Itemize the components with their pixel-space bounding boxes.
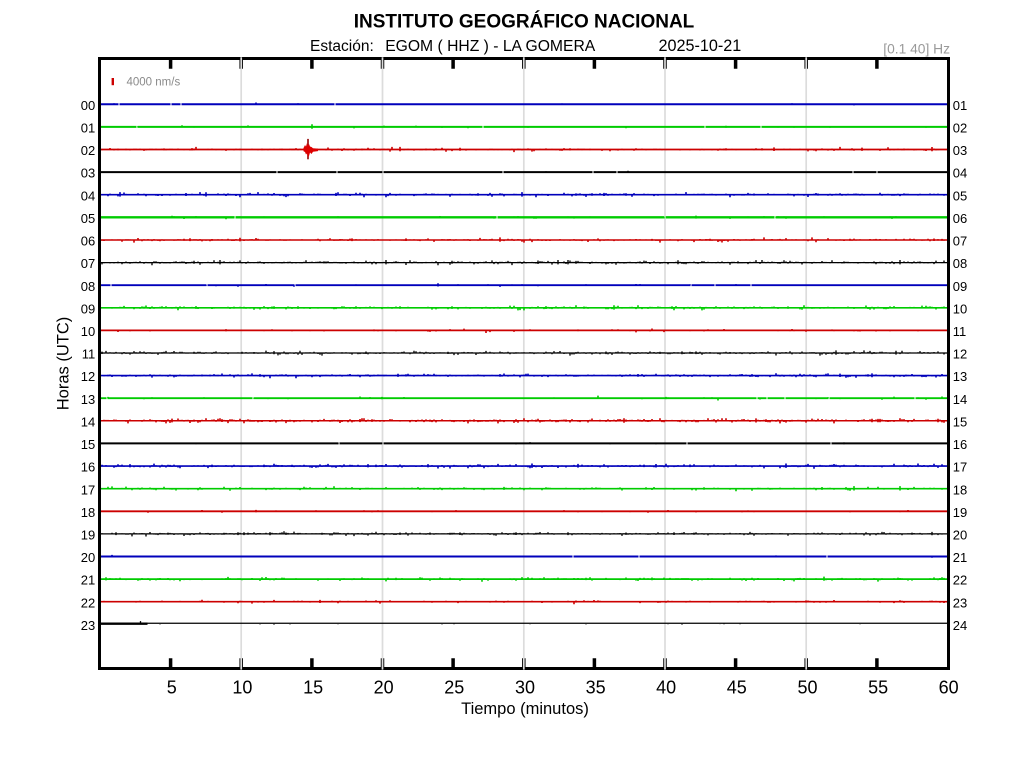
svg-text:06: 06 bbox=[953, 211, 967, 226]
svg-text:21: 21 bbox=[953, 550, 967, 565]
svg-text:17: 17 bbox=[81, 482, 95, 497]
svg-text:25: 25 bbox=[444, 678, 464, 698]
svg-text:01: 01 bbox=[953, 98, 967, 113]
svg-text:18: 18 bbox=[953, 482, 967, 497]
svg-text:08: 08 bbox=[81, 279, 95, 294]
svg-text:10: 10 bbox=[81, 324, 95, 339]
svg-text:05: 05 bbox=[81, 211, 95, 226]
svg-text:13: 13 bbox=[81, 392, 95, 407]
svg-text:09: 09 bbox=[81, 301, 95, 316]
svg-text:55: 55 bbox=[868, 678, 888, 698]
svg-text:4000 nm/s: 4000 nm/s bbox=[127, 77, 181, 89]
svg-text:19: 19 bbox=[81, 528, 95, 543]
svg-text:23: 23 bbox=[953, 595, 967, 610]
svg-text:02: 02 bbox=[953, 121, 967, 136]
svg-text:60: 60 bbox=[939, 678, 959, 698]
svg-text:04: 04 bbox=[81, 188, 95, 203]
svg-text:08: 08 bbox=[953, 256, 967, 271]
svg-text:23: 23 bbox=[81, 618, 95, 633]
svg-text:18: 18 bbox=[81, 505, 95, 520]
svg-text:24: 24 bbox=[953, 618, 967, 633]
svg-text:03: 03 bbox=[81, 166, 95, 181]
svg-text:07: 07 bbox=[953, 234, 967, 249]
svg-text:14: 14 bbox=[953, 392, 967, 407]
svg-text:Horas (UTC): Horas (UTC) bbox=[54, 317, 72, 411]
svg-text:07: 07 bbox=[81, 256, 95, 271]
svg-text:20: 20 bbox=[374, 678, 394, 698]
svg-text:30: 30 bbox=[515, 678, 535, 698]
svg-text:14: 14 bbox=[81, 414, 95, 429]
svg-text:21: 21 bbox=[81, 573, 95, 588]
svg-text:15: 15 bbox=[81, 437, 95, 452]
svg-text:40: 40 bbox=[656, 678, 676, 698]
svg-text:45: 45 bbox=[727, 678, 747, 698]
svg-text:13: 13 bbox=[953, 369, 967, 384]
svg-text:INSTITUTO GEOGRÁFICO NACIONAL: INSTITUTO GEOGRÁFICO NACIONAL bbox=[354, 10, 695, 32]
svg-text:22: 22 bbox=[81, 595, 95, 610]
svg-text:20: 20 bbox=[81, 550, 95, 565]
svg-text:2025-10-21: 2025-10-21 bbox=[659, 37, 742, 55]
svg-text:09: 09 bbox=[953, 279, 967, 294]
svg-text:15: 15 bbox=[953, 414, 967, 429]
svg-text:5: 5 bbox=[167, 678, 177, 698]
svg-text:01: 01 bbox=[81, 121, 95, 136]
svg-text:50: 50 bbox=[797, 678, 817, 698]
svg-text:20: 20 bbox=[953, 528, 967, 543]
svg-text:35: 35 bbox=[586, 678, 606, 698]
svg-text:Estación:: Estación: bbox=[310, 38, 374, 55]
svg-text:11: 11 bbox=[82, 347, 96, 362]
svg-text:02: 02 bbox=[81, 143, 95, 158]
svg-text:EGOM ( HHZ ) - LA GOMERA: EGOM ( HHZ ) - LA GOMERA bbox=[385, 38, 596, 55]
svg-text:16: 16 bbox=[81, 460, 95, 475]
svg-text:05: 05 bbox=[953, 188, 967, 203]
svg-text:22: 22 bbox=[953, 573, 967, 588]
svg-text:10: 10 bbox=[953, 301, 967, 316]
svg-text:17: 17 bbox=[953, 460, 967, 475]
svg-text:10: 10 bbox=[232, 678, 252, 698]
svg-text:15: 15 bbox=[303, 678, 323, 698]
svg-text:[0.1 40] Hz: [0.1 40] Hz bbox=[883, 41, 950, 56]
svg-text:11: 11 bbox=[953, 324, 967, 339]
svg-text:12: 12 bbox=[81, 369, 95, 384]
svg-text:16: 16 bbox=[953, 437, 967, 452]
svg-text:12: 12 bbox=[953, 347, 967, 362]
svg-text:00: 00 bbox=[81, 98, 95, 113]
svg-text:04: 04 bbox=[953, 166, 967, 181]
svg-text:Tiempo (minutos): Tiempo (minutos) bbox=[461, 700, 589, 718]
svg-text:06: 06 bbox=[81, 234, 95, 249]
svg-text:19: 19 bbox=[953, 505, 967, 520]
svg-text:03: 03 bbox=[953, 143, 967, 158]
